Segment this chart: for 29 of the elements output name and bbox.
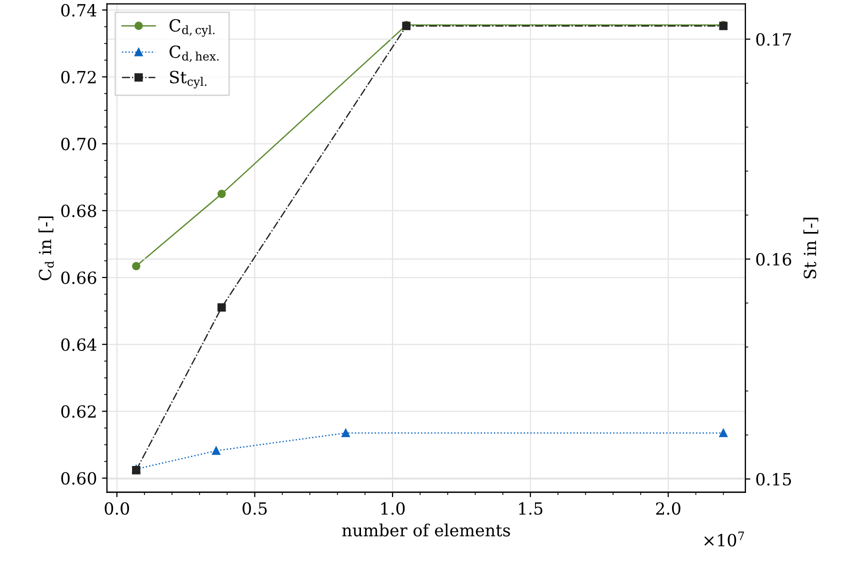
x-tick-label: 0.5 [242,502,267,515]
point [132,262,140,270]
y-tick-label: 0.74 [61,4,96,17]
y-tick-label: 0.60 [61,472,96,485]
x-tick-label: 2.0 [656,502,680,515]
y-tick-label: 0.72 [61,70,96,84]
point [212,446,220,455]
y-tick-label: 0.62 [61,405,96,418]
y-tick-label: 0.68 [61,204,96,218]
point [342,428,350,438]
point [217,303,226,312]
x-tick-label: 0.0 [104,502,130,515]
y-tick-label: 0.64 [61,338,96,351]
legend-label: St$_{cyl.}$ [170,70,206,88]
y2-tick-label: 0.16 [756,253,792,266]
x-tick-label: 1.5 [519,502,542,515]
legend-label: C$_{d,hex.}$ [170,45,219,62]
legend-label: C$_{d,cyl.}$ [170,19,214,37]
y-tick-label: 0.70 [61,138,96,150]
x-axis-title: number of elements [342,524,510,536]
y2-tick-label: 0.15 [756,472,791,486]
y2-tick-label: 0.17 [756,33,792,46]
y2-axis-title: St in [-] [803,218,818,278]
y-tick-label: 0.66 [61,271,96,284]
point [719,428,728,438]
y-axis-title: C$_{d}$ in [-] [38,216,54,280]
text: ×10$^{7}$ [704,532,744,546]
point [217,190,226,198]
x-tick-label: 1.0 [381,502,405,515]
